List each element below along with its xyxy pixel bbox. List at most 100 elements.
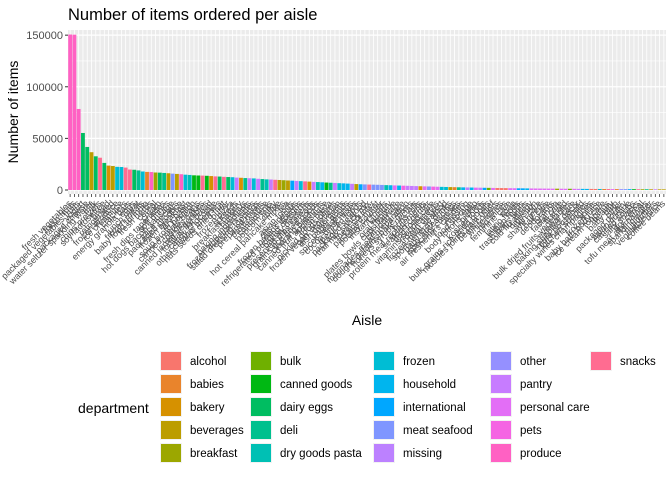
bar <box>503 188 508 190</box>
bar <box>132 169 137 190</box>
bar <box>367 184 372 190</box>
bar <box>627 189 632 190</box>
bar <box>204 175 209 190</box>
bar <box>508 188 513 190</box>
bar <box>529 188 534 190</box>
bar <box>277 180 282 190</box>
legend-label: bakery <box>190 402 225 414</box>
bar <box>119 166 124 190</box>
bar <box>640 189 645 190</box>
legend-key <box>374 352 394 370</box>
bar <box>200 175 205 190</box>
bar <box>448 187 453 190</box>
bar <box>315 182 320 190</box>
bar <box>585 188 589 190</box>
legend-key <box>374 444 394 462</box>
bar <box>456 187 461 190</box>
bar <box>221 176 226 190</box>
bar <box>375 184 380 190</box>
bar <box>405 185 410 190</box>
bar <box>72 34 77 190</box>
bar <box>85 146 90 190</box>
y-axis: 0 50000 100000 150000 <box>26 30 68 197</box>
bar <box>303 181 307 190</box>
bar <box>491 187 495 190</box>
bar <box>89 152 94 190</box>
legend-label: frozen <box>403 356 435 368</box>
bar <box>333 182 337 190</box>
bar <box>286 180 290 190</box>
bar <box>187 174 192 190</box>
legend-key <box>491 375 511 393</box>
bar <box>606 189 611 190</box>
bar <box>273 179 278 190</box>
bar <box>473 187 478 190</box>
legend-label: pets <box>520 425 542 437</box>
bar <box>157 172 162 190</box>
bar <box>623 189 628 190</box>
bar <box>478 187 483 190</box>
legend: department alcohol babies bakery beverages b… <box>78 351 656 463</box>
bar <box>213 176 218 190</box>
bar <box>170 173 175 190</box>
bar <box>431 186 436 190</box>
plot-panel <box>68 30 666 194</box>
bar <box>115 166 120 190</box>
bar <box>196 175 201 190</box>
bar <box>110 166 115 190</box>
bar <box>153 172 158 190</box>
bar <box>162 172 167 190</box>
legend-label: international <box>403 402 466 414</box>
bar <box>444 186 448 190</box>
bar <box>657 189 662 190</box>
y-tick-label: 150000 <box>26 30 63 42</box>
legend-key <box>251 375 271 393</box>
bar <box>183 174 188 190</box>
bar <box>76 108 81 190</box>
bar <box>414 186 419 190</box>
bar <box>268 179 273 190</box>
bar <box>298 181 303 190</box>
bar <box>68 34 73 190</box>
legend-key <box>491 421 511 439</box>
bar <box>290 180 295 190</box>
bar <box>81 132 85 190</box>
bar <box>644 189 649 190</box>
bars <box>68 34 666 190</box>
bar <box>123 167 128 190</box>
bar <box>427 186 431 190</box>
bar <box>495 187 500 190</box>
bar <box>174 173 179 190</box>
bar <box>542 188 547 190</box>
legend-key <box>491 352 511 370</box>
bar <box>192 175 196 190</box>
bar <box>610 189 615 190</box>
legend-key <box>161 352 181 370</box>
bar <box>371 184 376 190</box>
bar <box>98 157 102 190</box>
bar <box>145 171 149 190</box>
bar <box>256 178 261 190</box>
bar <box>128 169 132 190</box>
bar <box>384 185 389 190</box>
legend-label: personal care <box>520 402 590 414</box>
bar <box>589 188 594 190</box>
bar <box>324 182 329 190</box>
bar <box>422 186 427 190</box>
legend-key <box>161 444 181 462</box>
bar <box>525 188 530 190</box>
legend-key <box>161 375 181 393</box>
bar <box>465 187 470 190</box>
bar <box>516 188 521 190</box>
bar <box>102 162 107 190</box>
legend-label: household <box>403 379 456 391</box>
bar <box>243 178 248 190</box>
bar <box>520 188 525 190</box>
legend-title: department <box>78 400 149 416</box>
legend-label: other <box>520 356 546 368</box>
legend-key <box>161 398 181 416</box>
legend-key <box>161 421 181 439</box>
bar <box>602 189 606 190</box>
bar <box>380 184 384 190</box>
